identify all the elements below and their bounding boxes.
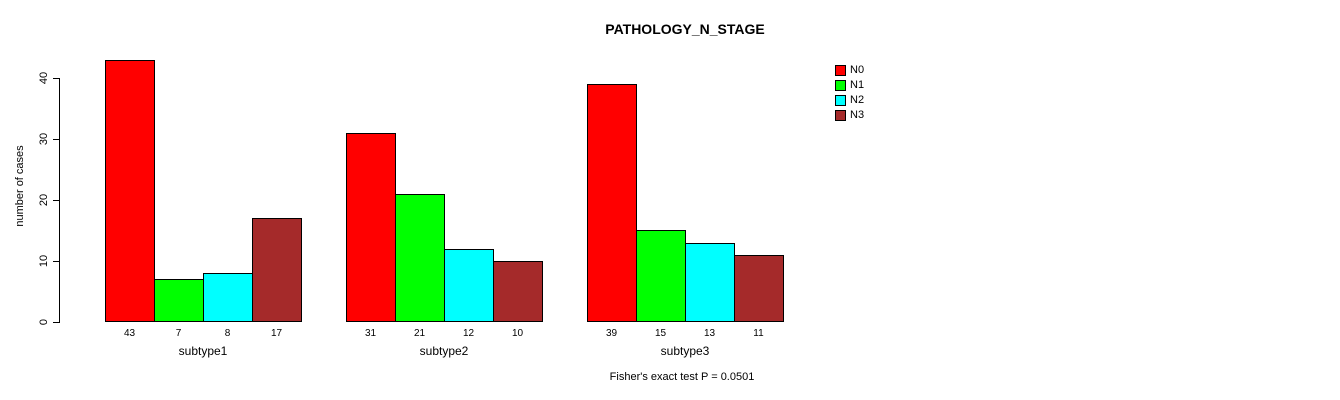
- legend-item-N0: N0: [835, 64, 864, 76]
- y-tick-label: 30: [38, 132, 50, 146]
- y-tick-label: 10: [38, 254, 50, 268]
- bar-value-label: 10: [511, 328, 524, 339]
- bar-value-label: 15: [654, 328, 667, 339]
- legend-item-N2: N2: [835, 94, 864, 106]
- legend-label-N2: N2: [850, 94, 865, 106]
- bar-N2-subtype1: [203, 273, 253, 322]
- y-tick: [53, 139, 59, 140]
- legend-label-N3: N3: [850, 109, 865, 121]
- bar-value-label: 31: [364, 328, 377, 339]
- bar-N2-subtype2: [444, 249, 494, 322]
- bar-value-label: 7: [175, 328, 182, 339]
- x-category-label: subtype1: [178, 344, 228, 358]
- bar-N3-subtype2: [493, 261, 543, 322]
- bar-N1-subtype1: [154, 279, 204, 322]
- bar-value-label: 39: [605, 328, 618, 339]
- y-tick-label: 20: [38, 193, 50, 207]
- x-category-label: subtype2: [419, 344, 469, 358]
- bar-value-label: 21: [413, 328, 426, 339]
- legend-item-N1: N1: [835, 79, 864, 91]
- bar-value-label: 13: [703, 328, 716, 339]
- bar-value-label: 11: [753, 328, 764, 339]
- bar-N0-subtype1: [105, 60, 155, 322]
- bar-N3-subtype1: [252, 218, 302, 322]
- legend-label-N1: N1: [850, 79, 865, 91]
- legend-swatch-N2: [835, 94, 846, 106]
- legend-item-N3: N3: [835, 109, 864, 121]
- y-tick: [53, 261, 59, 262]
- bar-value-label: 43: [123, 328, 136, 339]
- chart-title: PATHOLOGY_N_STAGE: [605, 21, 765, 37]
- y-axis-label: number of cases: [14, 145, 26, 227]
- x-category-label: subtype3: [660, 344, 710, 358]
- legend-swatch-N1: [835, 79, 846, 91]
- y-tick: [53, 78, 59, 79]
- legend-swatch-N0: [835, 64, 846, 76]
- y-axis-line: [59, 78, 60, 323]
- bar-N0-subtype3: [587, 84, 637, 322]
- legend-swatch-N3: [835, 109, 846, 121]
- y-tick-label: 40: [38, 71, 50, 85]
- annotation-text: Fisher's exact test P = 0.0501: [609, 371, 755, 383]
- y-tick: [53, 322, 59, 323]
- bar-N0-subtype2: [346, 133, 396, 322]
- bar-value-label: 12: [462, 328, 475, 339]
- legend-label-N0: N0: [850, 64, 865, 76]
- y-tick-label: 0: [38, 318, 50, 326]
- y-tick: [53, 200, 59, 201]
- bar-value-label: 8: [224, 328, 231, 339]
- bar-N3-subtype3: [734, 255, 784, 322]
- bar-N1-subtype3: [636, 230, 686, 322]
- bar-N2-subtype3: [685, 243, 735, 322]
- bar-value-label: 17: [270, 328, 283, 339]
- bar-N1-subtype2: [395, 194, 445, 322]
